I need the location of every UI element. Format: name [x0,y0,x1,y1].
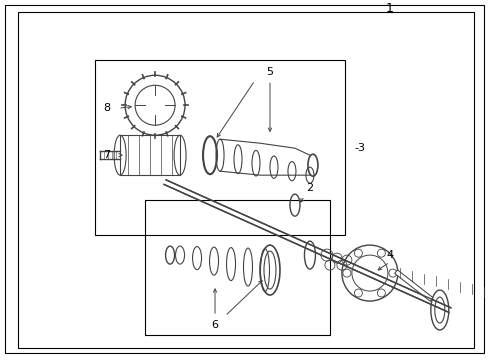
Bar [145,200,330,335]
Text: 4: 4 [386,250,393,260]
Text: -3: -3 [354,143,366,153]
Text: 6: 6 [212,320,219,330]
Text: 7: 7 [103,150,111,160]
Bar [120,135,180,175]
Text: 5: 5 [267,67,273,77]
Bar [95,60,345,235]
Text: 8: 8 [103,103,111,113]
Text: 2: 2 [306,183,314,193]
Text: 1: 1 [386,2,394,15]
